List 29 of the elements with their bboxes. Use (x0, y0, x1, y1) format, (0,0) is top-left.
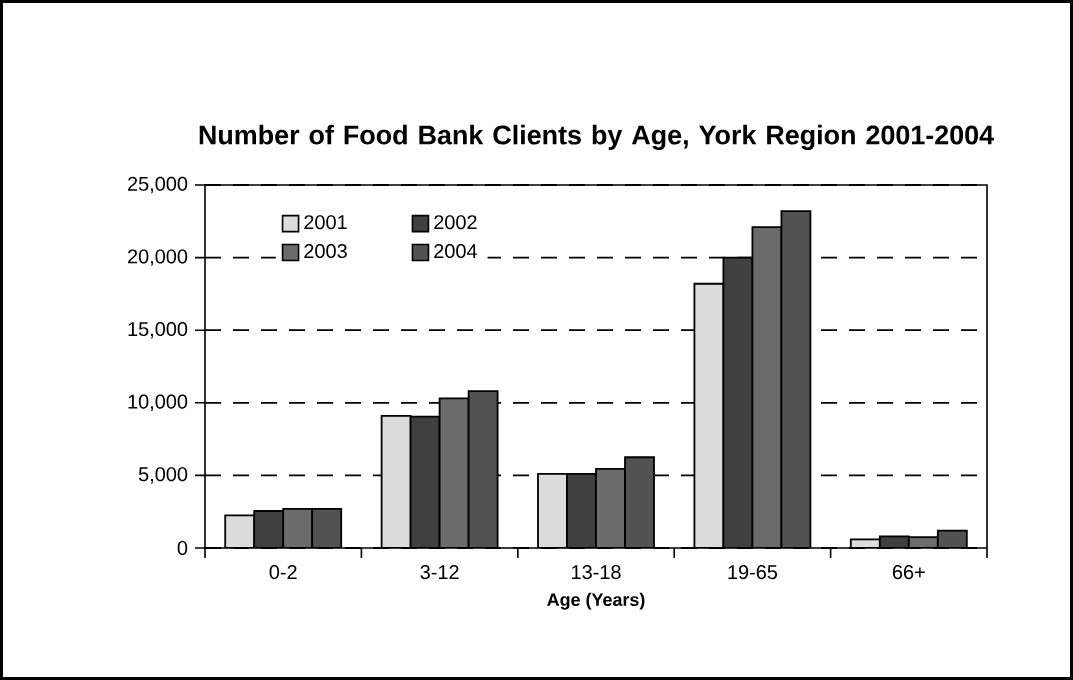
bar (596, 468, 626, 548)
x-tick-label: 3-12 (420, 565, 459, 580)
legend-label: 2003 (304, 244, 347, 259)
y-tick-label: 25,000 (128, 176, 188, 194)
bar (781, 211, 811, 548)
bar (439, 398, 469, 548)
bar (694, 283, 724, 548)
bar (410, 416, 440, 548)
bar (723, 257, 753, 548)
x-tick-label: 13-18 (572, 565, 621, 580)
y-tick-label: 15,000 (128, 321, 188, 339)
legend-label: 2002 (434, 215, 477, 230)
x-tick-label: 0-2 (269, 565, 297, 580)
chart-title: Number of Food Bank Clients by Age, York Region 2001-2004 (199, 124, 994, 150)
bar (381, 415, 411, 548)
bar (538, 473, 568, 548)
bar (752, 227, 782, 548)
legend-label: 2001 (304, 215, 347, 230)
bar (567, 473, 597, 548)
y-tick-label: 0 (177, 540, 188, 556)
x-axis-title: Age (Years) (547, 592, 645, 610)
legend-label: 2004 (434, 244, 477, 259)
y-tick-label: 10,000 (128, 394, 188, 412)
y-tick-label: 20,000 (128, 249, 188, 266)
bar (468, 391, 498, 548)
x-tick-label: 19-65 (728, 565, 778, 580)
y-tick-label: 5,000 (138, 467, 188, 484)
x-tick-label: 66+ (892, 565, 925, 580)
bar (625, 457, 655, 548)
